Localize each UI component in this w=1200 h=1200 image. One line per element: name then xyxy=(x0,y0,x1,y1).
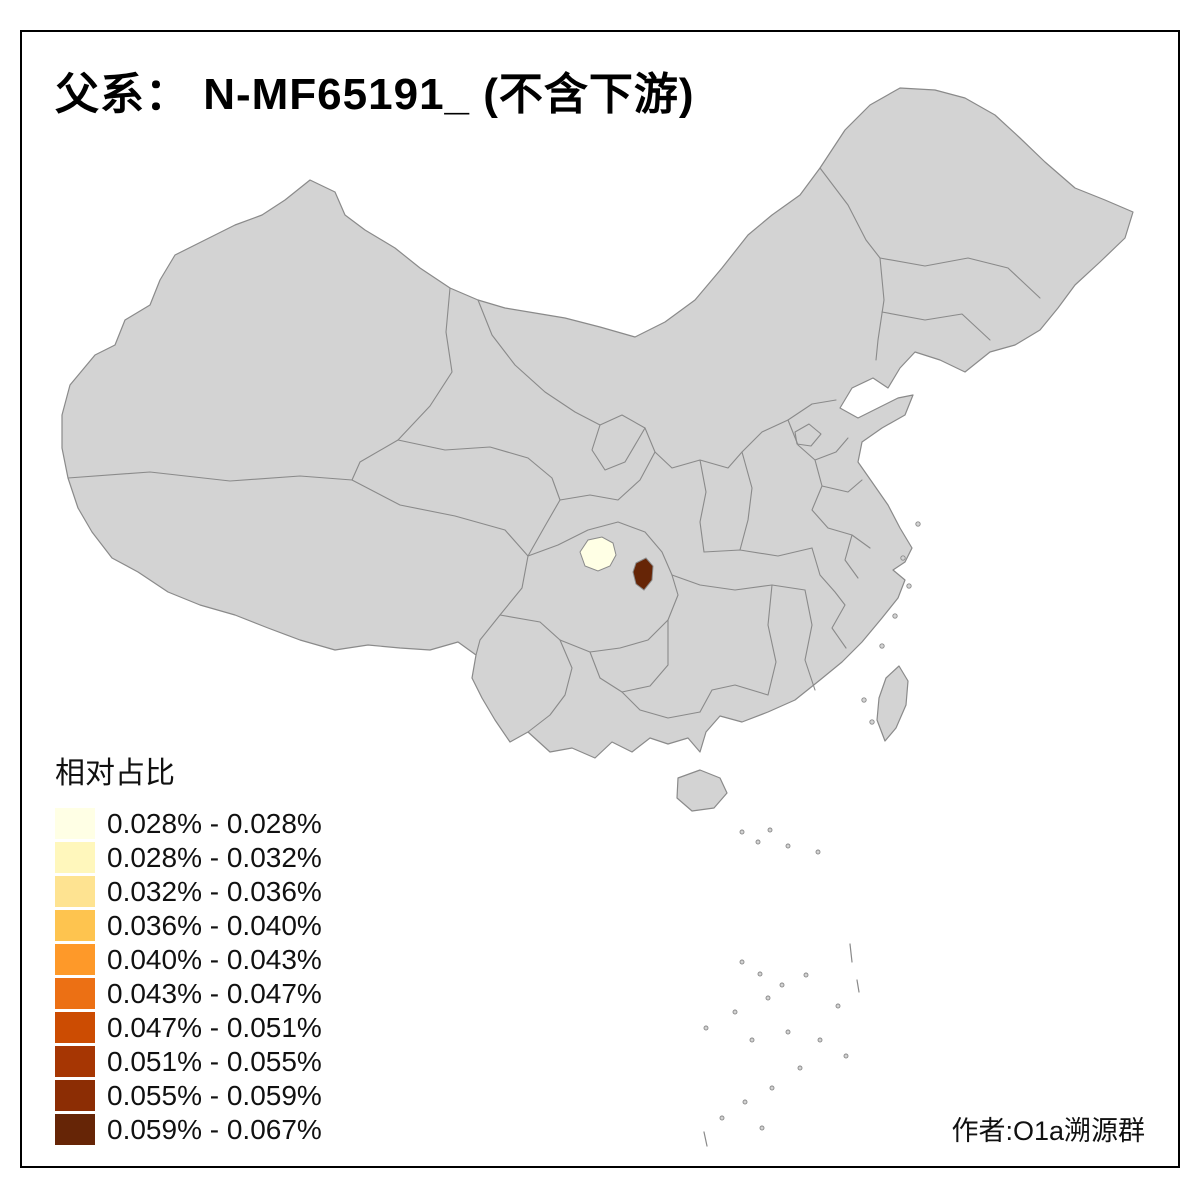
legend-swatch xyxy=(55,876,95,907)
legend: 相对占比 0.028% - 0.028% 0.028% - 0.032% 0.032… xyxy=(55,748,322,1148)
legend-swatch xyxy=(55,978,95,1009)
legend-swatch xyxy=(55,808,95,839)
legend-swatch xyxy=(55,944,95,975)
legend-label: 0.028% - 0.028% xyxy=(107,807,322,839)
legend-label: 0.032% - 0.036% xyxy=(107,875,322,907)
legend-label: 0.059% - 0.067% xyxy=(107,1113,322,1145)
legend-swatch xyxy=(55,1114,95,1145)
legend-label: 0.047% - 0.051% xyxy=(107,1011,322,1043)
legend-row: 0.040% - 0.043% xyxy=(55,944,322,975)
legend-row: 0.028% - 0.032% xyxy=(55,842,322,873)
province-borders xyxy=(67,167,1041,733)
legend-items: 0.028% - 0.028% 0.028% - 0.032% 0.032% - 0… xyxy=(55,808,322,1145)
author-credit: 作者:O1a溯源群 xyxy=(951,1116,1145,1146)
mainland-shape xyxy=(61,87,1134,759)
highlight-region-high xyxy=(632,557,654,591)
legend-swatch xyxy=(55,1080,95,1111)
legend-swatch xyxy=(55,1012,95,1043)
legend-row: 0.032% - 0.036% xyxy=(55,876,322,907)
legend-row: 0.059% - 0.067% xyxy=(55,1114,322,1145)
sea-islets xyxy=(703,521,921,1147)
legend-title: 相对占比 xyxy=(55,757,175,790)
legend-row: 0.043% - 0.047% xyxy=(55,978,322,1009)
legend-row: 0.047% - 0.051% xyxy=(55,1012,322,1043)
legend-row: 0.036% - 0.040% xyxy=(55,910,322,941)
legend-label: 0.028% - 0.032% xyxy=(107,841,322,873)
legend-label: 0.040% - 0.043% xyxy=(107,943,322,975)
legend-swatch xyxy=(55,1046,95,1077)
legend-label: 0.043% - 0.047% xyxy=(107,977,322,1009)
legend-swatch xyxy=(55,910,95,941)
highlight-region-low xyxy=(579,536,617,572)
page-title: 父系： N-MF65191_ (不含下游) xyxy=(55,70,695,119)
legend-row: 0.051% - 0.055% xyxy=(55,1046,322,1077)
legend-label: 0.051% - 0.055% xyxy=(107,1045,322,1077)
legend-label: 0.036% - 0.040% xyxy=(107,909,322,941)
legend-row: 0.055% - 0.059% xyxy=(55,1080,322,1111)
hainan-island xyxy=(676,769,728,812)
legend-swatch xyxy=(55,842,95,873)
taiwan-island xyxy=(876,665,909,742)
legend-row: 0.028% - 0.028% xyxy=(55,808,322,839)
legend-label: 0.055% - 0.059% xyxy=(107,1079,322,1111)
